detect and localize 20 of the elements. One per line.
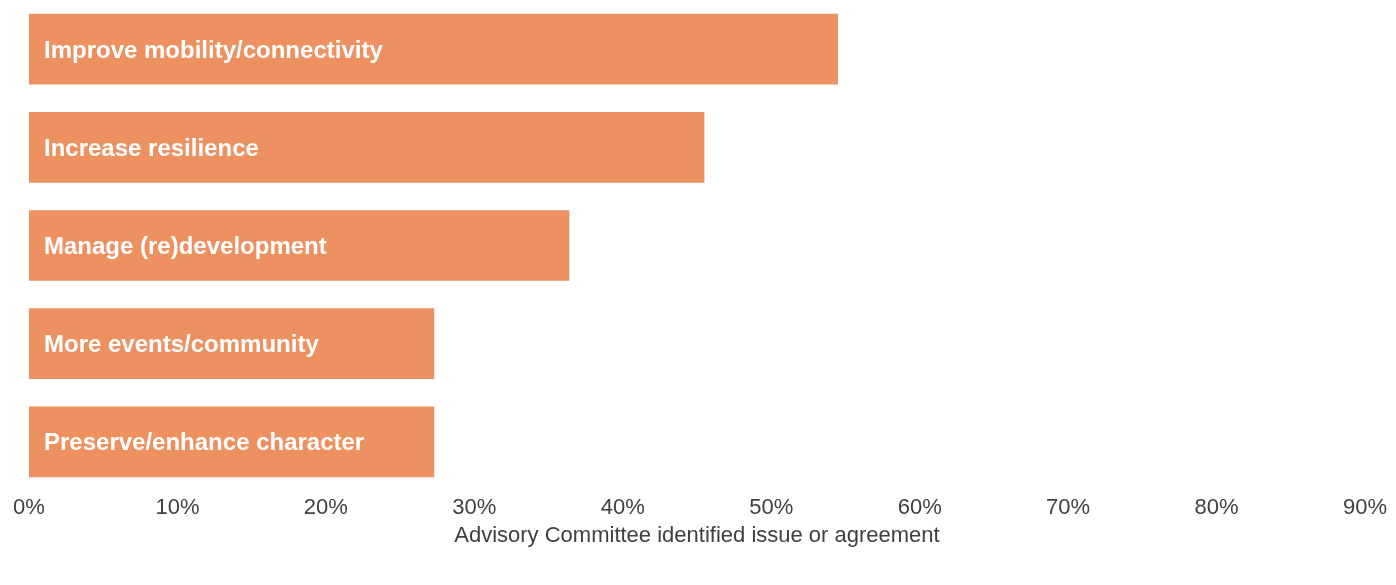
y-tick-label: More events/community (32, 330, 320, 358)
y-tick-label: Manage (re)development (32, 232, 327, 259)
x-tick-label: 60% (897, 494, 942, 519)
x-tick-label: 20% (303, 494, 348, 519)
y-tick-label: Improve mobility/connectivity (32, 35, 384, 63)
x-tick-label: 10% (155, 494, 200, 519)
x-tick-label: 90% (1342, 494, 1388, 519)
y-tick-label: Increase resilience (32, 133, 259, 161)
x-tick-label: 30% (452, 494, 497, 519)
y-tick-label: Preserve/enhance character (32, 428, 365, 456)
x-tick-label: 80% (1194, 494, 1239, 519)
x-tick-label: 0% (13, 494, 45, 519)
x-axis-title: Advisory Committee identified issue or agreement (454, 521, 940, 547)
bar (29, 210, 570, 281)
x-tick-label: 70% (1046, 494, 1091, 519)
bar (29, 13, 839, 85)
bar (29, 111, 705, 183)
x-tick-label: 50% (749, 494, 794, 519)
bar (29, 308, 435, 380)
x-tick-label: 40% (600, 494, 645, 519)
